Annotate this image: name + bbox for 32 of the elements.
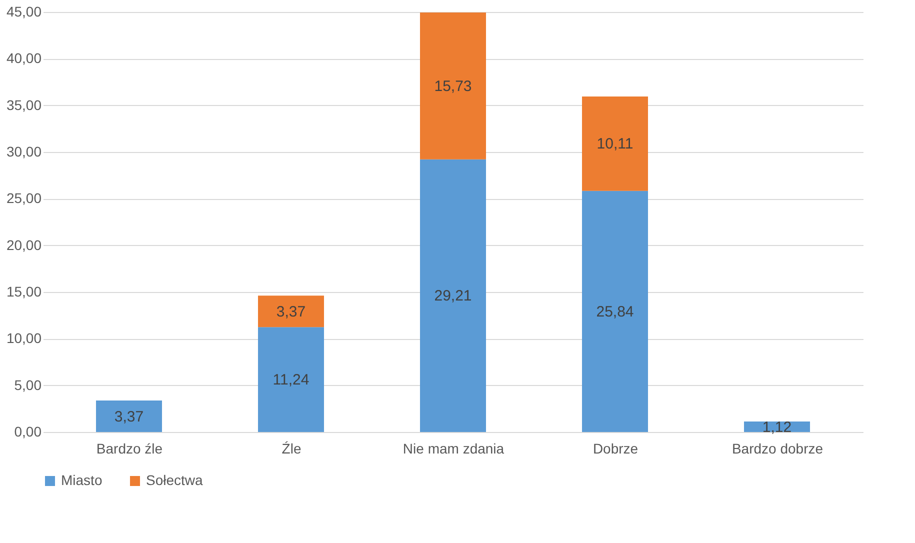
data-label: 3,37: [114, 408, 144, 426]
x-tick-label: Dobrze: [592, 440, 638, 456]
y-tick-label: 40,00: [6, 50, 42, 66]
data-label: 1,12: [762, 418, 792, 436]
y-tick-label: 15,00: [6, 284, 42, 300]
x-tick-label: Bardzo dobrze: [732, 440, 824, 456]
legend-label: Sołectwa: [146, 472, 204, 488]
y-tick-label: 25,00: [6, 190, 42, 206]
y-tick-label: 20,00: [6, 236, 42, 253]
y-tick-label: 0,00: [14, 424, 42, 440]
data-label: 11,24: [272, 372, 310, 389]
y-tick-label: 35,00: [6, 96, 42, 113]
bar: [258, 296, 324, 328]
y-tick-label: 45,00: [6, 4, 42, 20]
bar: [582, 190, 648, 432]
y-tick-label: 10,00: [6, 330, 42, 346]
data-label: 3,37: [276, 303, 306, 320]
x-tick-label: Nie mam zdania: [402, 440, 504, 456]
legend-label: Miasto: [61, 472, 102, 488]
y-tick-label: 30,00: [6, 144, 42, 160]
x-tick-label: Bardzo źle: [96, 440, 163, 456]
x-tick-label: Źle: [282, 440, 302, 456]
data-label: 15,73: [434, 78, 472, 95]
data-label: 25,84: [596, 303, 634, 320]
bar: [582, 96, 648, 191]
data-label: 10,11: [596, 136, 634, 153]
data-label: 29,21: [434, 288, 472, 305]
bar: [420, 12, 486, 160]
bar: [96, 400, 162, 432]
bar: [258, 327, 324, 432]
y-tick-label: 5,00: [14, 376, 42, 393]
bar: [420, 159, 486, 432]
